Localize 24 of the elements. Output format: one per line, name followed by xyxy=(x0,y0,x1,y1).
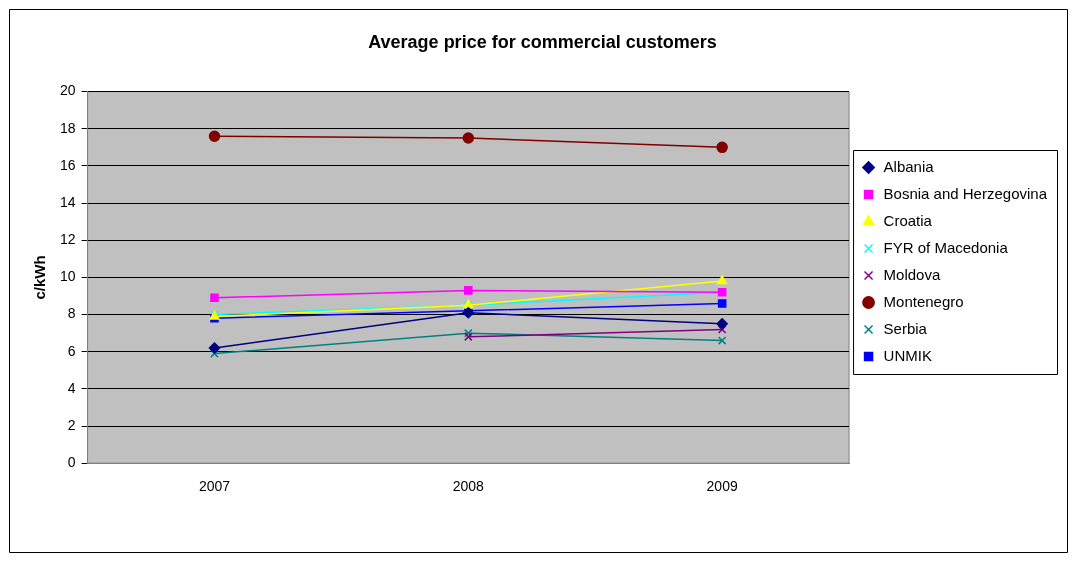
y-tick-label: 0 xyxy=(67,454,76,471)
legend-label: Moldova xyxy=(883,265,941,283)
y-tick-label: 2 xyxy=(67,416,76,433)
legend-label: UNMIK xyxy=(883,346,932,364)
y-tick-label: 14 xyxy=(59,193,76,210)
legend-label: Montenegro xyxy=(883,292,964,310)
x-tick-label: 2008 xyxy=(452,478,485,495)
y-tick-label: 18 xyxy=(59,119,76,136)
legend-label: Serbia xyxy=(883,319,928,337)
y-tick-label: 10 xyxy=(59,268,76,285)
y-tick-label: 12 xyxy=(59,231,76,248)
y-tick-label: 8 xyxy=(67,305,76,322)
legend-label: Bosnia and Herzegovina xyxy=(883,184,1048,202)
y-axis-title: c/kWh xyxy=(31,255,49,300)
y-tick-label: 20 xyxy=(59,82,76,99)
legend-label: Albania xyxy=(883,157,935,175)
chart-title: Average price for commercial customers xyxy=(368,31,717,52)
legend-label: Croatia xyxy=(883,211,933,229)
x-tick-label: 2009 xyxy=(706,478,738,495)
x-tick-label: 2007 xyxy=(198,478,231,495)
y-tick-label: 6 xyxy=(67,342,76,359)
y-tick-label: 4 xyxy=(67,379,76,396)
legend-label: FYR of Macedonia xyxy=(883,238,1009,256)
y-tick-label: 16 xyxy=(59,156,76,173)
